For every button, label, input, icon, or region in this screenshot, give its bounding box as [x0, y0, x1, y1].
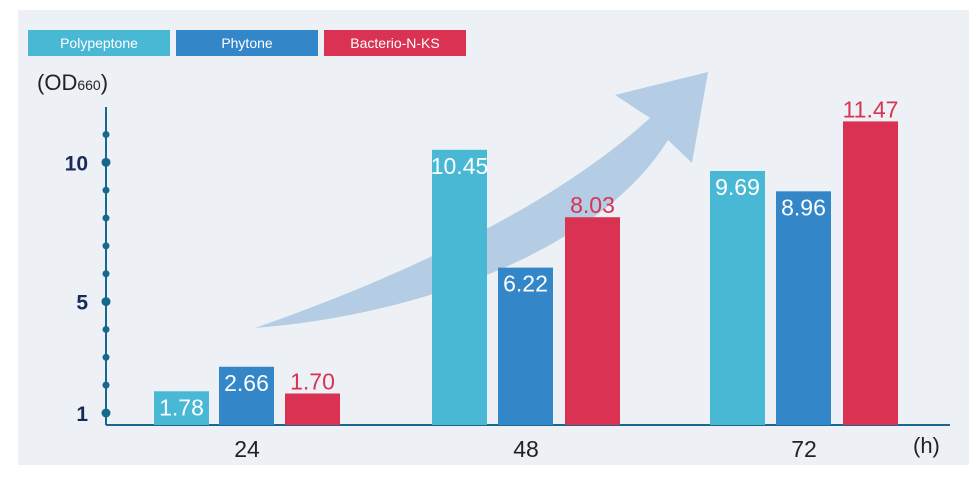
bar-polypeptone-72	[710, 170, 765, 425]
bar-polypeptone-24	[154, 391, 209, 425]
legend-label-phytone: Phytone	[221, 35, 273, 51]
y-minor-tick-dot	[102, 353, 110, 361]
y-minor-tick-dot	[102, 381, 110, 389]
bar-value-label: 11.47	[843, 96, 899, 122]
bar-value-label: 2.66	[224, 370, 269, 396]
bar-value-label: 8.03	[570, 192, 615, 218]
y-minor-tick-dot	[102, 325, 110, 333]
legend-label-polypeptone: Polypeptone	[60, 35, 138, 51]
bar-value-label: 9.69	[715, 174, 760, 200]
y-minor-tick-dot	[102, 242, 110, 250]
y-axis-unit-main: (OD	[37, 70, 78, 95]
y-axis-unit-sub: 660	[77, 77, 101, 93]
y-minor-tick-dot	[102, 214, 110, 222]
y-axis-unit: (OD660)	[37, 70, 108, 96]
bar-value-label: 10.45	[431, 153, 489, 179]
bar-polypeptone-48	[432, 149, 487, 425]
bar-bacterio-n-ks-48	[565, 217, 620, 425]
y-tick-label: 10	[65, 152, 88, 175]
x-tick-label: 72	[791, 436, 817, 462]
bar-value-label: 1.70	[290, 369, 335, 395]
legend-label-bacterio: Bacterio-N-KS	[350, 35, 440, 51]
legend-item-phytone: Phytone	[176, 30, 318, 56]
x-tick-label: 48	[513, 436, 539, 462]
x-axis-unit: (h)	[913, 433, 940, 458]
y-minor-tick-dot	[102, 131, 110, 138]
y-major-tick-dot	[101, 157, 111, 167]
bar-phytone-24	[219, 366, 274, 425]
y-tick-label: 5	[76, 292, 88, 315]
bar-value-label: 8.96	[781, 194, 826, 220]
bar-value-label: 1.78	[159, 394, 204, 420]
bar-phytone-72	[776, 191, 831, 425]
bar-value-label: 6.22	[503, 271, 548, 297]
bar-bacterio-n-ks-72	[843, 121, 898, 426]
y-major-tick-dot	[101, 297, 111, 307]
legend-item-bacterio: Bacterio-N-KS	[324, 30, 466, 56]
legend-item-polypeptone: Polypeptone	[28, 30, 170, 56]
x-tick-label: 24	[234, 436, 260, 462]
bar-phytone-48	[498, 267, 553, 425]
y-tick-label: 1	[76, 403, 88, 426]
y-minor-tick-dot	[102, 270, 110, 278]
y-major-tick-dot	[101, 408, 111, 418]
y-minor-tick-dot	[102, 186, 110, 194]
bar-bacterio-n-ks-24	[285, 393, 340, 425]
y-axis-unit-close: )	[100, 70, 109, 95]
